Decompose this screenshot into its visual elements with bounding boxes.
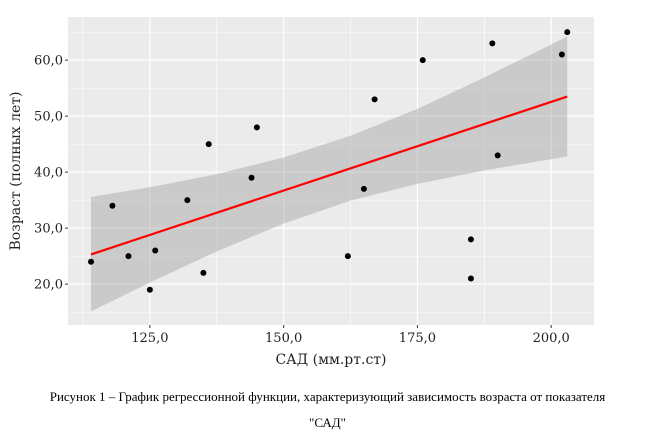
axis-ticks: 125,0 150,0 175,0 200,0 20,0 30,0 40,0 50,0 60,0 bbox=[34, 54, 570, 346]
data-point bbox=[564, 29, 571, 36]
confidence-band bbox=[91, 36, 568, 312]
x-tick-label: 175,0 bbox=[399, 331, 436, 346]
data-point bbox=[489, 40, 496, 47]
x-tick-label: 200,0 bbox=[533, 331, 570, 346]
data-point bbox=[419, 57, 426, 64]
data-point bbox=[467, 236, 474, 243]
y-tick-label: 60,0 bbox=[34, 54, 63, 69]
data-point bbox=[371, 96, 378, 103]
data-point bbox=[248, 174, 255, 181]
figure-caption-line-1: Рисунок 1 – График регрессионной функции… bbox=[49, 389, 606, 404]
regression-line-path bbox=[90, 95, 568, 256]
data-point bbox=[146, 286, 153, 293]
data-point bbox=[200, 269, 207, 276]
y-tick-label: 30,0 bbox=[34, 222, 63, 237]
plot-panel bbox=[68, 17, 594, 325]
regression-line bbox=[90, 95, 568, 256]
data-point bbox=[558, 51, 565, 58]
data-point bbox=[184, 197, 191, 204]
data-point bbox=[109, 202, 116, 209]
data-points bbox=[88, 29, 571, 293]
data-point bbox=[467, 275, 474, 282]
confidence-band-area bbox=[91, 36, 568, 312]
data-point bbox=[494, 152, 501, 159]
data-point bbox=[88, 258, 95, 265]
y-tick-label: 50,0 bbox=[34, 110, 63, 125]
figure-caption-line-2: "САД" bbox=[309, 415, 346, 430]
x-axis-label: САД (мм.рт.ст) bbox=[275, 352, 386, 368]
y-tick-label: 40,0 bbox=[34, 166, 63, 181]
data-point bbox=[253, 124, 260, 131]
scatter-chart: 125,0 150,0 175,0 200,0 20,0 30,0 40,0 50,0 60,0… bbox=[8, 17, 594, 368]
data-point bbox=[360, 185, 367, 192]
y-tick-label: 20,0 bbox=[34, 278, 63, 293]
data-point bbox=[125, 253, 132, 260]
data-point bbox=[152, 247, 159, 254]
y-axis-label: Возраст (полных лет) bbox=[8, 91, 24, 250]
x-tick-label: 150,0 bbox=[265, 331, 302, 346]
data-point bbox=[344, 253, 351, 260]
data-point bbox=[205, 141, 212, 148]
x-tick-label: 125,0 bbox=[131, 331, 168, 346]
grid-lines bbox=[68, 17, 594, 325]
